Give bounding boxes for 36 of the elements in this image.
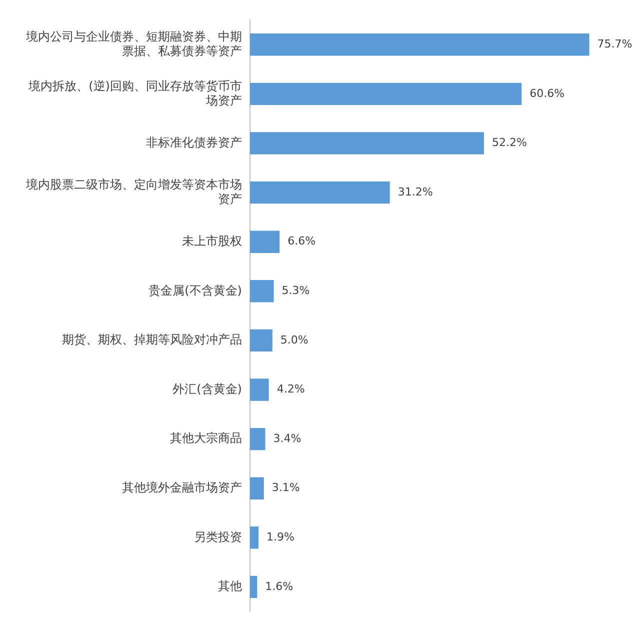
bar bbox=[250, 230, 280, 253]
y-tick-label: 期货、期权、掉期等风险对冲产品 bbox=[62, 332, 242, 347]
data-label: 75.7% bbox=[597, 38, 632, 51]
data-label: 6.6% bbox=[288, 234, 316, 248]
bar bbox=[250, 280, 274, 302]
bar bbox=[250, 576, 258, 598]
y-tick-label: 另类投资 bbox=[194, 530, 242, 544]
data-label: 60.6% bbox=[530, 86, 565, 100]
data-label: 3.1% bbox=[272, 481, 300, 494]
data-label: 5.0% bbox=[280, 333, 308, 346]
y-tick-label: 外汇(含黄金) bbox=[172, 382, 242, 396]
bar bbox=[250, 526, 259, 549]
bar bbox=[250, 428, 266, 450]
bar bbox=[250, 477, 264, 500]
bar bbox=[250, 181, 390, 204]
y-tick-label: 非标准化债券资产 bbox=[146, 135, 242, 150]
bar bbox=[250, 132, 484, 154]
y-tick-label: 其他 bbox=[218, 579, 242, 594]
data-label: 31.2% bbox=[398, 185, 433, 198]
data-label: 5.3% bbox=[282, 284, 310, 298]
data-label: 1.9% bbox=[266, 530, 294, 544]
y-tick-label: 其他境外金融市场资产 bbox=[122, 480, 242, 494]
y-tick-label: 其他大宗商品 bbox=[170, 431, 242, 446]
data-label: 52.2% bbox=[492, 136, 527, 150]
bar bbox=[250, 378, 269, 401]
y-tick-label: 境内拆放、(逆)回购、同业存放等货币市场资产 bbox=[28, 78, 242, 108]
y-tick-label: 未上市股权 bbox=[182, 234, 242, 248]
data-label: 1.6% bbox=[265, 580, 294, 593]
bar bbox=[250, 34, 590, 56]
y-tick-label: 境内股票二级市场、定向增发等资本市场资产 bbox=[25, 177, 242, 206]
data-label: 4.2% bbox=[276, 382, 305, 396]
y-tick-label: 境内公司与企业债券、短期融资券、中期票据、私募债券等资产 bbox=[25, 30, 242, 58]
y-tick-label: 贵金属(不含黄金) bbox=[148, 283, 242, 298]
data-label: 3.4% bbox=[273, 432, 302, 445]
bar bbox=[250, 82, 522, 106]
bar bbox=[250, 329, 272, 352]
